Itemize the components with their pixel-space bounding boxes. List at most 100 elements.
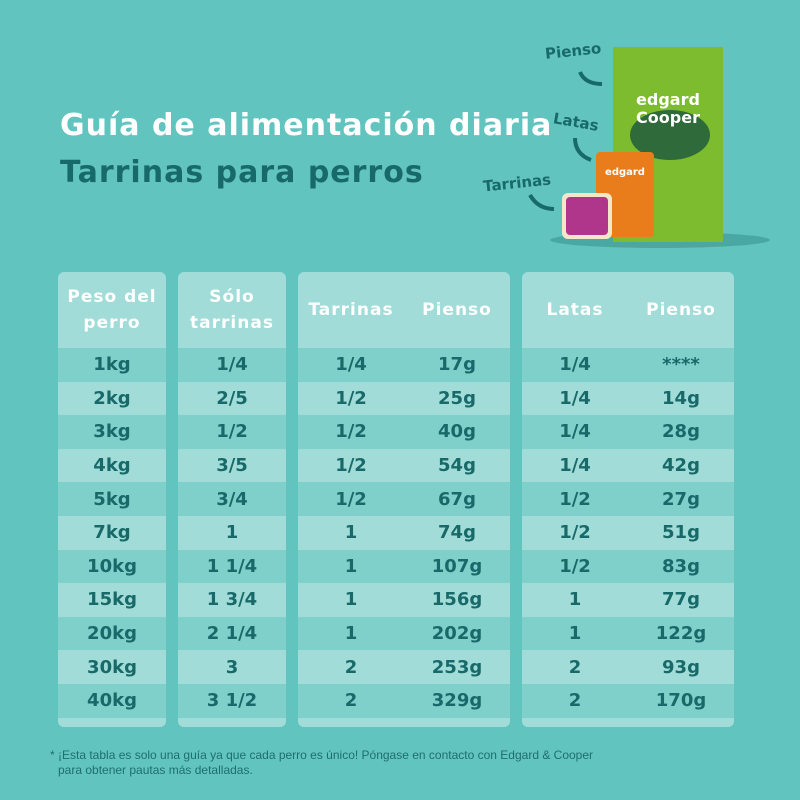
table-cell: 42g [662, 455, 700, 477]
table-row: 2 253g [298, 650, 510, 684]
header-peso: Peso del perro [67, 287, 157, 333]
table-cell: 7kg [93, 522, 131, 544]
table-cell: 1 3/4 [206, 589, 258, 611]
table-cell: 83g [662, 555, 700, 577]
table-row: 2/5 [178, 382, 286, 416]
table-row: 1/4 14g [522, 382, 734, 416]
footnote: * ¡Esta tabla es solo una guía ya que ca… [50, 748, 594, 777]
page-title: Guía de alimentación diaria [60, 108, 553, 143]
table-row: 1/2 27g [522, 482, 734, 516]
table-row: 10kg [58, 549, 166, 584]
arrow-icon [528, 71, 603, 211]
table-cell: 77g [662, 589, 700, 611]
table-cell: 40kg [87, 690, 137, 712]
table-cell: 2 [568, 656, 582, 678]
table-row: 1 156g [298, 583, 510, 617]
table-row: 1/2 51g [522, 516, 734, 550]
table-cell: 17g [438, 354, 476, 376]
table-cell: 2kg [93, 387, 131, 409]
table-cell: 1/2 [559, 488, 591, 510]
table-cell: 1/2 [335, 455, 367, 477]
table-cell: 1/4 [559, 421, 591, 443]
table-row: 1/4 28g [522, 415, 734, 449]
table-row: 1/2 83g [522, 549, 734, 584]
table-cell: 1/2 [335, 387, 367, 409]
table-cell: 2 [344, 690, 358, 712]
table-cell: 1/2 [216, 421, 248, 443]
table-latas-pienso: Latas Pienso 1/4 **** 1/4 14g 1/4 28g 1/4 42g 1/2… [522, 272, 734, 727]
table-cell: 28g [662, 421, 700, 443]
table-cell: 10kg [87, 555, 137, 577]
table-cell: **** [662, 354, 700, 376]
table-cell: 3/5 [216, 455, 248, 477]
table-cell: 253g [431, 656, 483, 678]
table-cell: 3kg [93, 421, 131, 443]
table-cell: 1 [568, 589, 582, 611]
table-row: 2 170g [522, 683, 734, 718]
table-cell: 1/2 [335, 488, 367, 510]
products-image: edgard Cooper edgard [528, 47, 770, 248]
table-cell: 1/2 [559, 555, 591, 577]
table-cell: 202g [431, 623, 483, 645]
table-cell: 329g [431, 690, 483, 712]
table-cell: 170g [655, 690, 707, 712]
table-cell: 156g [431, 589, 483, 611]
table-row: 1 122g [522, 616, 734, 651]
table-solo-tarrinas: Sólo tarrinas 1/4 2/5 1/2 3/5 3/4 1 1 1/4 1 3/4 2… [178, 272, 286, 727]
table-row: 4kg [58, 449, 166, 483]
table-row: 1/4 **** [522, 348, 734, 382]
header-latas-pienso: Latas Pienso [546, 300, 716, 320]
table-row: 40kg [58, 683, 166, 718]
table-cell: 27g [662, 488, 700, 510]
table-cell: 1/2 [559, 522, 591, 544]
table-cell: 1 [225, 522, 239, 544]
table-cell: 74g [438, 522, 476, 544]
table-cell: 1 [568, 623, 582, 645]
table-row: 1/4 [178, 348, 286, 382]
table-row: 1 [178, 516, 286, 550]
table-row: 2kg [58, 382, 166, 416]
table-row: 1/2 25g [298, 382, 510, 416]
table-cell: 1/4 [559, 387, 591, 409]
table-cell: 2 [344, 656, 358, 678]
header-tarrinas-pienso: Tarrinas Pienso [308, 300, 492, 320]
table-row: 3/5 [178, 449, 286, 483]
table-row: 2 329g [298, 683, 510, 718]
table-row: 1 202g [298, 616, 510, 651]
table-cell: 122g [655, 623, 707, 645]
tarrina-tray [566, 197, 608, 235]
table-row: 1kg [58, 348, 166, 382]
svg-text:edgard: edgard [636, 90, 700, 109]
table-row: 2 1/4 [178, 616, 286, 651]
table-row: 1 107g [298, 549, 510, 584]
table-row: 7kg [58, 516, 166, 550]
header-solo-tarrinas: Sólo tarrinas [190, 287, 274, 333]
svg-text:edgard: edgard [605, 167, 645, 178]
table-cell: 1 [344, 589, 358, 611]
table-row: 5kg [58, 482, 166, 516]
table-cell: 54g [438, 455, 476, 477]
table-tarrinas-pienso: Tarrinas Pienso 1/4 17g 1/2 25g 1/2 40g 1/2 54g 1… [298, 272, 510, 727]
table-row: 1 3/4 [178, 583, 286, 617]
table-row: 3/4 [178, 482, 286, 516]
table-cell: 5kg [93, 488, 131, 510]
table-cell: 1 [344, 623, 358, 645]
table-cell: 3/4 [216, 488, 248, 510]
table-cell: 1/4 [559, 455, 591, 477]
table-row: 1/2 67g [298, 482, 510, 516]
table-cell: 14g [662, 387, 700, 409]
svg-text:Cooper: Cooper [636, 108, 700, 127]
table-cell: 107g [431, 555, 483, 577]
table-cell: 20kg [87, 623, 137, 645]
table-cell: 15kg [87, 589, 137, 611]
table-cell: 40g [438, 421, 476, 443]
table-cell: 1/4 [559, 354, 591, 376]
table-cell: 3 1/2 [206, 690, 258, 712]
table-cell: 1kg [93, 354, 131, 376]
table-row: 1/2 [178, 415, 286, 449]
table-row: 30kg [58, 650, 166, 684]
table-cell: 1/4 [335, 354, 367, 376]
table-row: 1/4 42g [522, 449, 734, 483]
table-row: 2 93g [522, 650, 734, 684]
table-cell: 2/5 [216, 387, 248, 409]
